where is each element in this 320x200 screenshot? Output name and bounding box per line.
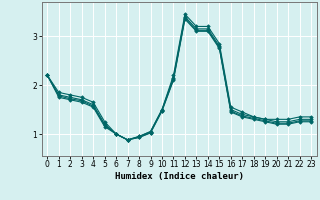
X-axis label: Humidex (Indice chaleur): Humidex (Indice chaleur) (115, 172, 244, 181)
